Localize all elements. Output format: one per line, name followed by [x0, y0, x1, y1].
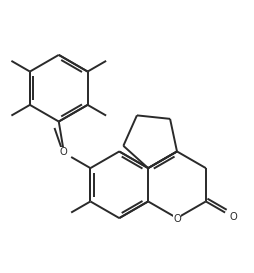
Text: O: O [228, 212, 236, 222]
Text: O: O [59, 147, 67, 157]
Text: O: O [172, 214, 180, 224]
